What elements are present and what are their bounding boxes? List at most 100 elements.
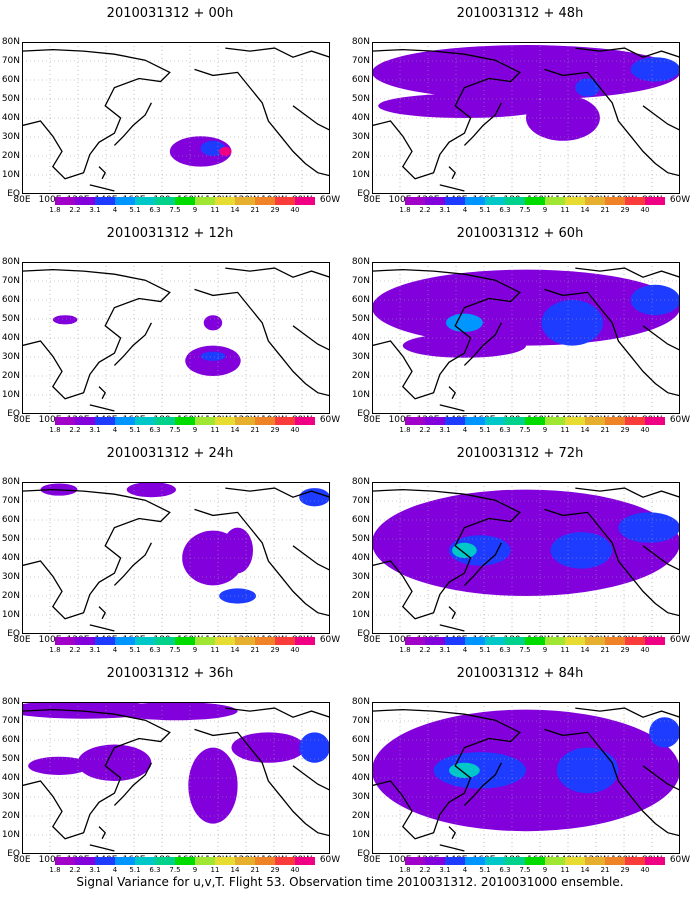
colorbar-label: 1.8 — [49, 426, 61, 434]
colorbar-swatch — [195, 857, 216, 865]
coastline — [575, 267, 680, 278]
colorbar-swatch — [135, 857, 156, 865]
colorbar-label: 40 — [640, 646, 650, 654]
lat-label: 20N — [1, 591, 20, 601]
colorbar-swatch — [585, 197, 606, 205]
colorbar-swatch — [465, 637, 486, 645]
lat-label: 70N — [351, 496, 370, 506]
colorbar-label: 7.5 — [169, 866, 181, 874]
coastline — [113, 542, 152, 586]
lon-label: 80E — [13, 195, 31, 205]
lon-label: 60W — [669, 635, 691, 645]
colorbar-label: 5.1 — [129, 206, 141, 214]
lat-label: 50N — [1, 754, 20, 764]
colorbar-swatch — [405, 197, 426, 205]
colorbar-swatch — [645, 197, 665, 205]
colorbar-label: 1.8 — [49, 866, 61, 874]
colorbar-swatch — [445, 417, 466, 425]
coastline — [225, 267, 330, 278]
variance-region — [231, 732, 306, 763]
lon-label: 100E — [38, 855, 62, 865]
colorbar-label: 4 — [462, 646, 468, 654]
colorbar-label: 29 — [620, 426, 630, 434]
colorbar-swatch — [405, 417, 426, 425]
lat-label: 10N — [351, 170, 370, 180]
lat-label: 10N — [1, 610, 20, 620]
variance-region — [219, 588, 257, 604]
coastline — [575, 487, 680, 498]
colorbar-label: 4 — [112, 206, 118, 214]
map-frame — [372, 482, 680, 634]
lat-label: 30N — [1, 352, 20, 362]
panel-title: 2010031312 + 12h — [106, 226, 234, 241]
colorbar-label: 40 — [640, 206, 650, 214]
coastline — [439, 844, 465, 852]
lon-label: 60W — [319, 855, 341, 865]
coastline — [463, 322, 502, 366]
colorbar-label: 3.1 — [89, 646, 101, 654]
map-panel: 2010031312 + 60h 80N 70N 60N 50N 40N 30N 20N 10N… — [350, 220, 690, 445]
lat-label: 70N — [1, 716, 20, 726]
colorbar-swatch — [135, 637, 156, 645]
variance-region — [185, 345, 241, 376]
colorbar-label: 2.2 — [69, 866, 81, 874]
colorbar-swatch — [135, 197, 156, 205]
colorbar-swatch — [485, 417, 506, 425]
lat-label: 70N — [351, 56, 370, 66]
colorbar-label: 21 — [250, 206, 260, 214]
lon-label: 80E — [13, 855, 31, 865]
colorbar-label: 7.5 — [169, 206, 181, 214]
coastline — [22, 708, 171, 840]
colorbar-label: 40 — [290, 866, 300, 874]
variance-region — [219, 146, 232, 156]
colorbar-label: 3.1 — [439, 646, 451, 654]
coastline — [113, 102, 152, 146]
colorbar-swatch — [625, 857, 646, 865]
colorbar-label: 3.1 — [89, 426, 101, 434]
colorbar-swatch — [235, 637, 256, 645]
coastline — [372, 488, 521, 620]
colorbar — [405, 637, 665, 645]
map-frame — [372, 42, 680, 194]
colorbar-swatch — [425, 857, 446, 865]
colorbar-label: 9 — [542, 866, 548, 874]
lat-label: 10N — [351, 390, 370, 400]
lon-label: 100E — [388, 855, 412, 865]
colorbar-label: 2.2 — [69, 646, 81, 654]
colorbar-label: 7.5 — [169, 426, 181, 434]
lon-label: 60W — [319, 635, 341, 645]
coastline — [98, 386, 106, 400]
coastline — [463, 762, 502, 806]
lat-label: 20N — [351, 591, 370, 601]
colorbar-label: 14 — [230, 646, 240, 654]
colorbar-label: 11 — [210, 206, 220, 214]
colorbar-label: 21 — [250, 426, 260, 434]
colorbar-swatch — [195, 637, 216, 645]
colorbar-label: 3.1 — [439, 426, 451, 434]
colorbar-swatch — [115, 197, 136, 205]
colorbar-label: 29 — [270, 206, 280, 214]
lat-label: 10N — [351, 610, 370, 620]
colorbar-label: 29 — [620, 866, 630, 874]
colorbar-swatch — [135, 417, 156, 425]
colorbar-label: 1.8 — [49, 206, 61, 214]
colorbar-swatch — [605, 417, 626, 425]
colorbar-label: 40 — [290, 206, 300, 214]
variance-region — [618, 512, 680, 543]
colorbar-swatch — [485, 637, 506, 645]
colorbar-label: 6.3 — [499, 206, 511, 214]
colorbar-swatch — [485, 197, 506, 205]
coastline — [194, 508, 330, 617]
variance-map — [372, 702, 680, 854]
colorbar-swatch — [95, 857, 116, 865]
lon-label: 100E — [38, 195, 62, 205]
colorbar-label: 6.3 — [499, 426, 511, 434]
colorbar — [55, 857, 315, 865]
colorbar-swatch — [425, 417, 446, 425]
colorbar-swatch — [215, 637, 236, 645]
colorbar-swatch — [525, 637, 546, 645]
colorbar-label: 1.8 — [399, 646, 411, 654]
lat-label: 60N — [1, 735, 20, 745]
coastline — [448, 166, 456, 180]
colorbar-label: 11 — [210, 426, 220, 434]
